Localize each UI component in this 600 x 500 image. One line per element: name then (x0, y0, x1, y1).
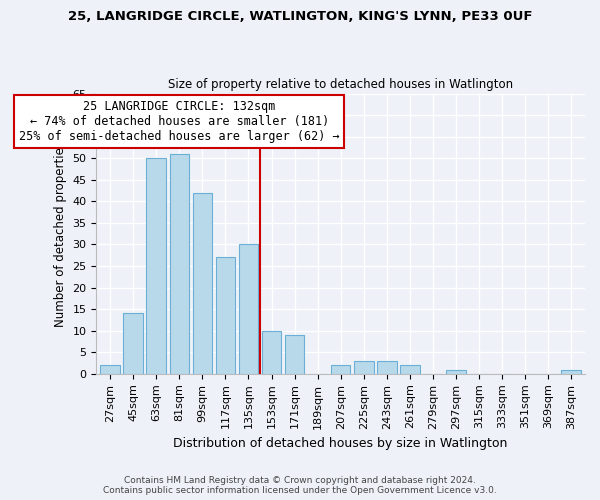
Bar (239, 244, 258, 374)
Bar (446, 370, 466, 374)
Text: 25 LANGRIDGE CIRCLE: 132sqm
← 74% of detached houses are smaller (181)
25% of se: 25 LANGRIDGE CIRCLE: 132sqm ← 74% of det… (19, 100, 340, 143)
Bar (400, 365, 419, 374)
Bar (124, 314, 143, 374)
Bar (354, 361, 374, 374)
Bar (193, 192, 212, 374)
Bar (100, 365, 120, 374)
Bar (285, 335, 304, 374)
Bar (170, 154, 189, 374)
Bar (377, 361, 397, 374)
Bar (562, 370, 581, 374)
Bar (146, 158, 166, 374)
X-axis label: Distribution of detached houses by size in Watlington: Distribution of detached houses by size … (173, 437, 508, 450)
Bar (331, 365, 350, 374)
Text: Contains HM Land Registry data © Crown copyright and database right 2024.
Contai: Contains HM Land Registry data © Crown c… (103, 476, 497, 495)
Title: Size of property relative to detached houses in Watlington: Size of property relative to detached ho… (168, 78, 513, 91)
Text: 25, LANGRIDGE CIRCLE, WATLINGTON, KING'S LYNN, PE33 0UF: 25, LANGRIDGE CIRCLE, WATLINGTON, KING'S… (68, 10, 532, 23)
Bar (262, 330, 281, 374)
Bar (215, 258, 235, 374)
Y-axis label: Number of detached properties: Number of detached properties (54, 140, 67, 326)
